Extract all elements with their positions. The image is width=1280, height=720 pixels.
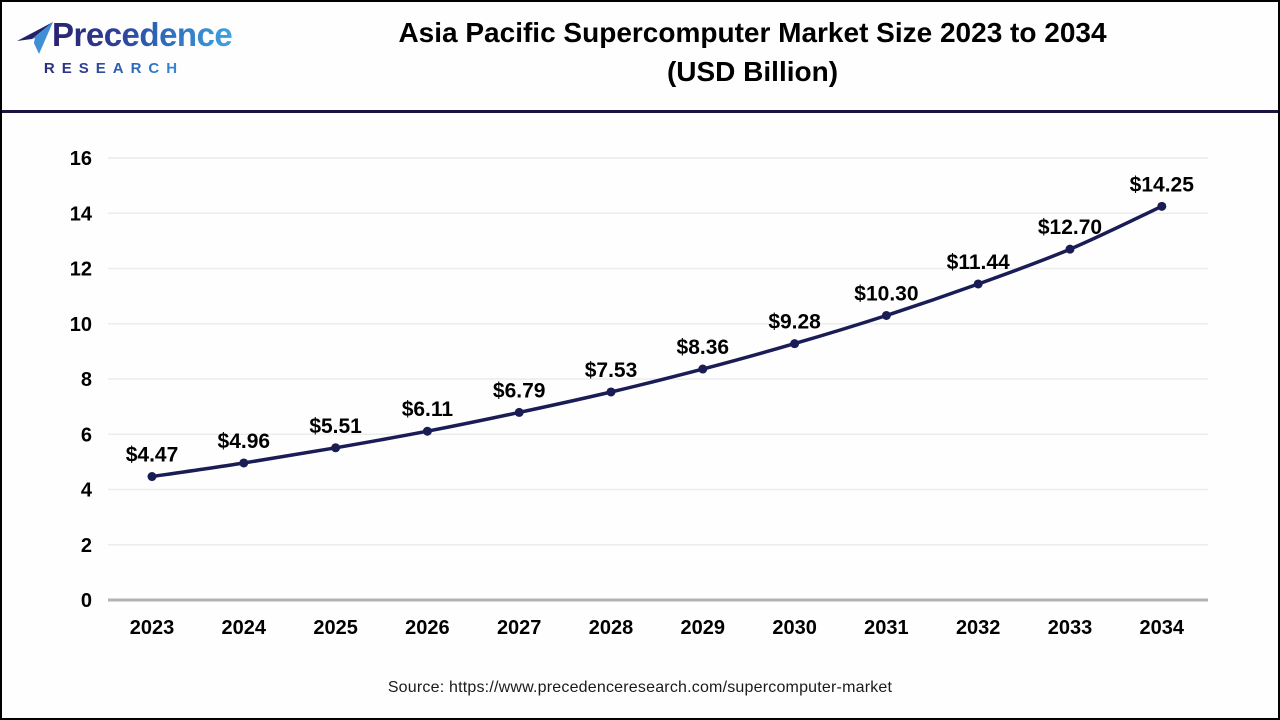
data-point-label: $12.70 xyxy=(1038,216,1102,239)
line-chart: 0 2 4 6 8 10 12 14 16 2023 2024 2025 2026 2027 2028 202… xyxy=(70,148,1208,639)
data-point-label: $11.44 xyxy=(947,251,1010,274)
y-tick-label: 6 xyxy=(81,424,92,446)
data-point-label: $10.30 xyxy=(854,282,918,305)
x-tick-label: 2025 xyxy=(313,617,358,639)
data-point-marker xyxy=(147,472,157,482)
x-tick-label: 2023 xyxy=(130,617,175,639)
x-tick-label: 2024 xyxy=(222,617,267,639)
data-point-marker xyxy=(1065,244,1075,254)
data-point-label: $4.47 xyxy=(126,444,179,467)
header: Precedence RESEARCH Asia Pacific Superco… xyxy=(2,2,1278,110)
y-tick-label: 12 xyxy=(70,259,92,281)
data-point-label: $4.96 xyxy=(218,430,271,453)
data-point-marker xyxy=(239,458,249,468)
y-tick-label: 0 xyxy=(81,590,92,612)
y-tick-label: 2 xyxy=(81,535,92,557)
chart-title-line1: Asia Pacific Supercomputer Market Size 2… xyxy=(398,17,1107,48)
data-point-marker xyxy=(514,407,524,417)
x-tick-label: 2026 xyxy=(405,617,450,639)
data-point-label: $7.53 xyxy=(585,359,638,382)
paper-plane-icon xyxy=(17,22,53,54)
data-point-marker xyxy=(606,387,616,397)
y-tick-label: 16 xyxy=(70,148,92,170)
x-tick-label: 2034 xyxy=(1140,617,1185,639)
logo-subtitle: RESEARCH xyxy=(16,61,212,76)
x-tick-label: 2029 xyxy=(681,617,726,639)
data-point-label: $14.25 xyxy=(1130,173,1195,196)
data-point-label: $8.36 xyxy=(677,336,730,359)
x-tick-label: 2032 xyxy=(956,617,1001,639)
chart-title-line2: (USD Billion) xyxy=(666,55,839,87)
x-tick-label: 2028 xyxy=(589,617,634,639)
data-point-marker xyxy=(881,310,891,320)
x-tick-label: 2030 xyxy=(772,617,817,639)
y-tick-label: 14 xyxy=(70,203,93,225)
x-tick-label: 2031 xyxy=(864,617,909,639)
data-point-marker xyxy=(331,443,341,453)
source-row: Source: https://www.precedenceresearch.c… xyxy=(2,671,1278,697)
y-tick-label: 8 xyxy=(81,369,92,391)
y-tick-label: 4 xyxy=(81,480,93,502)
data-point-label: $6.11 xyxy=(402,398,454,421)
data-point-marker xyxy=(1157,201,1167,211)
data-point-label: $9.28 xyxy=(768,311,821,334)
data-point-label: $5.51 xyxy=(309,415,362,438)
chart-title: Asia Pacific Supercomputer Market Size 2… xyxy=(227,2,1278,91)
source-text: Source: https://www.precedenceresearch.c… xyxy=(387,679,893,696)
precedence-research-logo: Precedence RESEARCH xyxy=(2,2,233,76)
x-tick-label: 2027 xyxy=(497,617,542,639)
logo-wordmark: Precedence xyxy=(52,16,233,53)
trend-line xyxy=(150,204,1164,479)
data-point-marker xyxy=(973,279,983,289)
header-divider xyxy=(2,110,1278,113)
data-point-marker xyxy=(698,364,708,374)
data-point-marker xyxy=(422,426,432,436)
data-point-marker xyxy=(790,339,800,349)
y-tick-label: 10 xyxy=(70,314,92,336)
x-tick-label: 2033 xyxy=(1048,617,1093,639)
data-point-label: $6.79 xyxy=(493,379,546,402)
